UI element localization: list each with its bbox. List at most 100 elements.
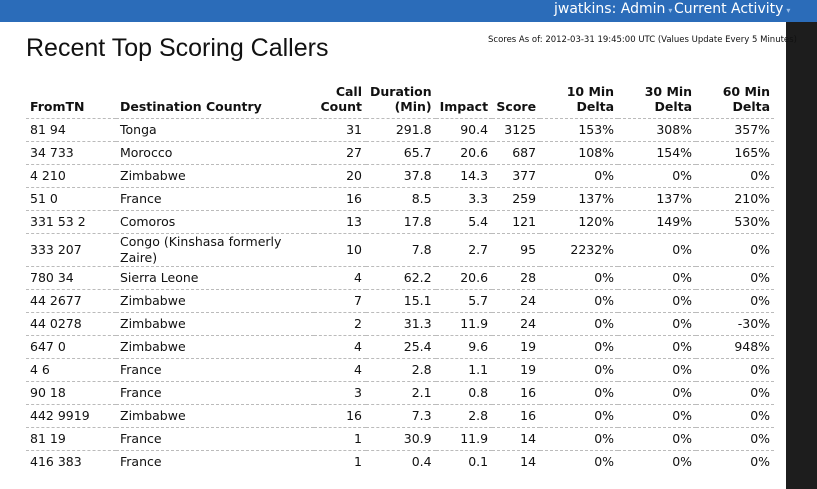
destination: France (116, 381, 314, 405)
table-header: FromTN Destination Country Call Count Durat… (26, 84, 774, 119)
cell: 108% (540, 141, 619, 165)
cell: 0% (696, 289, 775, 313)
activity-menu[interactable]: Current Activity (674, 1, 790, 17)
table-row: 780 34 Sierra Leone 4 62.2 20.6 28 0% 0% 0% (26, 266, 775, 290)
cell: 0% (540, 312, 619, 336)
cell: 0% (696, 381, 775, 405)
from-tn: 333 207 (26, 233, 116, 267)
cell: 0% (696, 266, 775, 290)
column-header: Score (496, 99, 537, 114)
cell: 0% (540, 381, 619, 405)
cell: 2.8 (435, 404, 493, 428)
cell: 10 (314, 233, 366, 267)
cell: 14 (492, 427, 541, 451)
table-row: 4 6 France 4 2.8 1.1 19 0% 0% 0% (26, 358, 775, 382)
cell: 0% (618, 404, 697, 428)
from-tn: 4 210 (26, 164, 116, 188)
user-menu[interactable]: jwatkins: Admin (554, 1, 672, 17)
cell: 2.7 (435, 233, 493, 267)
cell: 0% (618, 266, 697, 290)
destination: France (116, 187, 314, 211)
cell: 90.4 (435, 118, 493, 142)
destination: Tonga (116, 118, 314, 142)
cell: 0% (618, 233, 697, 267)
cell: 24 (492, 312, 541, 336)
cell: 19 (492, 358, 541, 382)
destination: Zimbabwe (116, 289, 314, 313)
cell: 2.8 (366, 358, 436, 382)
cell: 2232% (540, 233, 619, 267)
cell: 20 (314, 164, 366, 188)
destination: Zimbabwe (116, 312, 314, 336)
cell: 9.6 (435, 335, 493, 359)
table-row: 81 19 France 1 30.9 11.9 14 0% 0% 0% (26, 427, 775, 451)
cell: 0.4 (366, 450, 436, 473)
cell: 291.8 (366, 118, 436, 142)
table-body: 81 94 Tonga 31 291.8 90.4 3125 153% 308% 357% 34 … (26, 118, 775, 473)
column-header: Destination Country (120, 99, 262, 114)
cell: 0% (696, 233, 775, 267)
column-header: FromTN (30, 99, 85, 114)
cell: 3.3 (435, 187, 493, 211)
cell: 5.7 (435, 289, 493, 313)
cell: 0% (540, 335, 619, 359)
cell: 210% (696, 187, 775, 211)
cell: 4 (314, 335, 366, 359)
table-row: 90 18 France 3 2.1 0.8 16 0% 0% 0% (26, 381, 775, 405)
from-tn: 331 53 2 (26, 210, 116, 234)
cell: 7 (314, 289, 366, 313)
table-row: 333 207 Congo (Kinshasa formerly Zaire) 10… (26, 233, 775, 267)
from-tn: 647 0 (26, 335, 116, 359)
cell: 65.7 (366, 141, 436, 165)
cell: 7.8 (366, 233, 436, 267)
destination: Zimbabwe (116, 404, 314, 428)
destination: Zimbabwe (116, 164, 314, 188)
from-tn: 81 19 (26, 427, 116, 451)
cell: 2 (314, 312, 366, 336)
table-row: 442 9919 Zimbabwe 16 7.3 2.8 16 0% 0% 0% (26, 404, 775, 428)
cell: 5.4 (435, 210, 493, 234)
table-row: 44 0278 Zimbabwe 2 31.3 11.9 24 0% 0% -30% (26, 312, 775, 336)
cell: 0% (696, 404, 775, 428)
cell: 14.3 (435, 164, 493, 188)
cell: 0% (618, 381, 697, 405)
cell: 0% (696, 164, 775, 188)
table-row: 416 383 France 1 0.4 0.1 14 0% 0% 0% (26, 450, 775, 473)
cell: 11.9 (435, 427, 493, 451)
cell: 95 (492, 233, 541, 267)
cell: 16 (492, 404, 541, 428)
cell: 121 (492, 210, 541, 234)
cell: 357% (696, 118, 775, 142)
destination: Morocco (116, 141, 314, 165)
cell: 16 (314, 404, 366, 428)
cell: 24 (492, 289, 541, 313)
destination: Congo (Kinshasa formerly Zaire) (116, 233, 314, 267)
column-header: 30 Min Delta (644, 84, 693, 114)
from-tn: 44 0278 (26, 312, 116, 336)
cell: 3125 (492, 118, 541, 142)
cell: 0% (696, 450, 775, 473)
cell: 8.5 (366, 187, 436, 211)
column-header: 10 Min Delta (566, 84, 615, 114)
cell: 0% (618, 450, 697, 473)
from-tn: 90 18 (26, 381, 116, 405)
column-header: 60 Min Delta (722, 84, 771, 114)
table-row: 647 0 Zimbabwe 4 25.4 9.6 19 0% 0% 948% (26, 335, 775, 359)
cell: 259 (492, 187, 541, 211)
timestamp: Scores As of: 2012-03-31 19:45:00 UTC (V… (488, 35, 797, 45)
cell: 0% (540, 289, 619, 313)
cell: 0.8 (435, 381, 493, 405)
cell: 948% (696, 335, 775, 359)
cell: 0% (696, 427, 775, 451)
cell: 120% (540, 210, 619, 234)
cell: 0% (540, 427, 619, 451)
cell: 0% (540, 404, 619, 428)
cell: 0% (540, 450, 619, 473)
header-row: FromTN Destination Country Call Count Durat… (26, 84, 774, 119)
from-tn: 44 2677 (26, 289, 116, 313)
cell: 37.8 (366, 164, 436, 188)
cell: 137% (618, 187, 697, 211)
destination: France (116, 427, 314, 451)
cell: 31.3 (366, 312, 436, 336)
